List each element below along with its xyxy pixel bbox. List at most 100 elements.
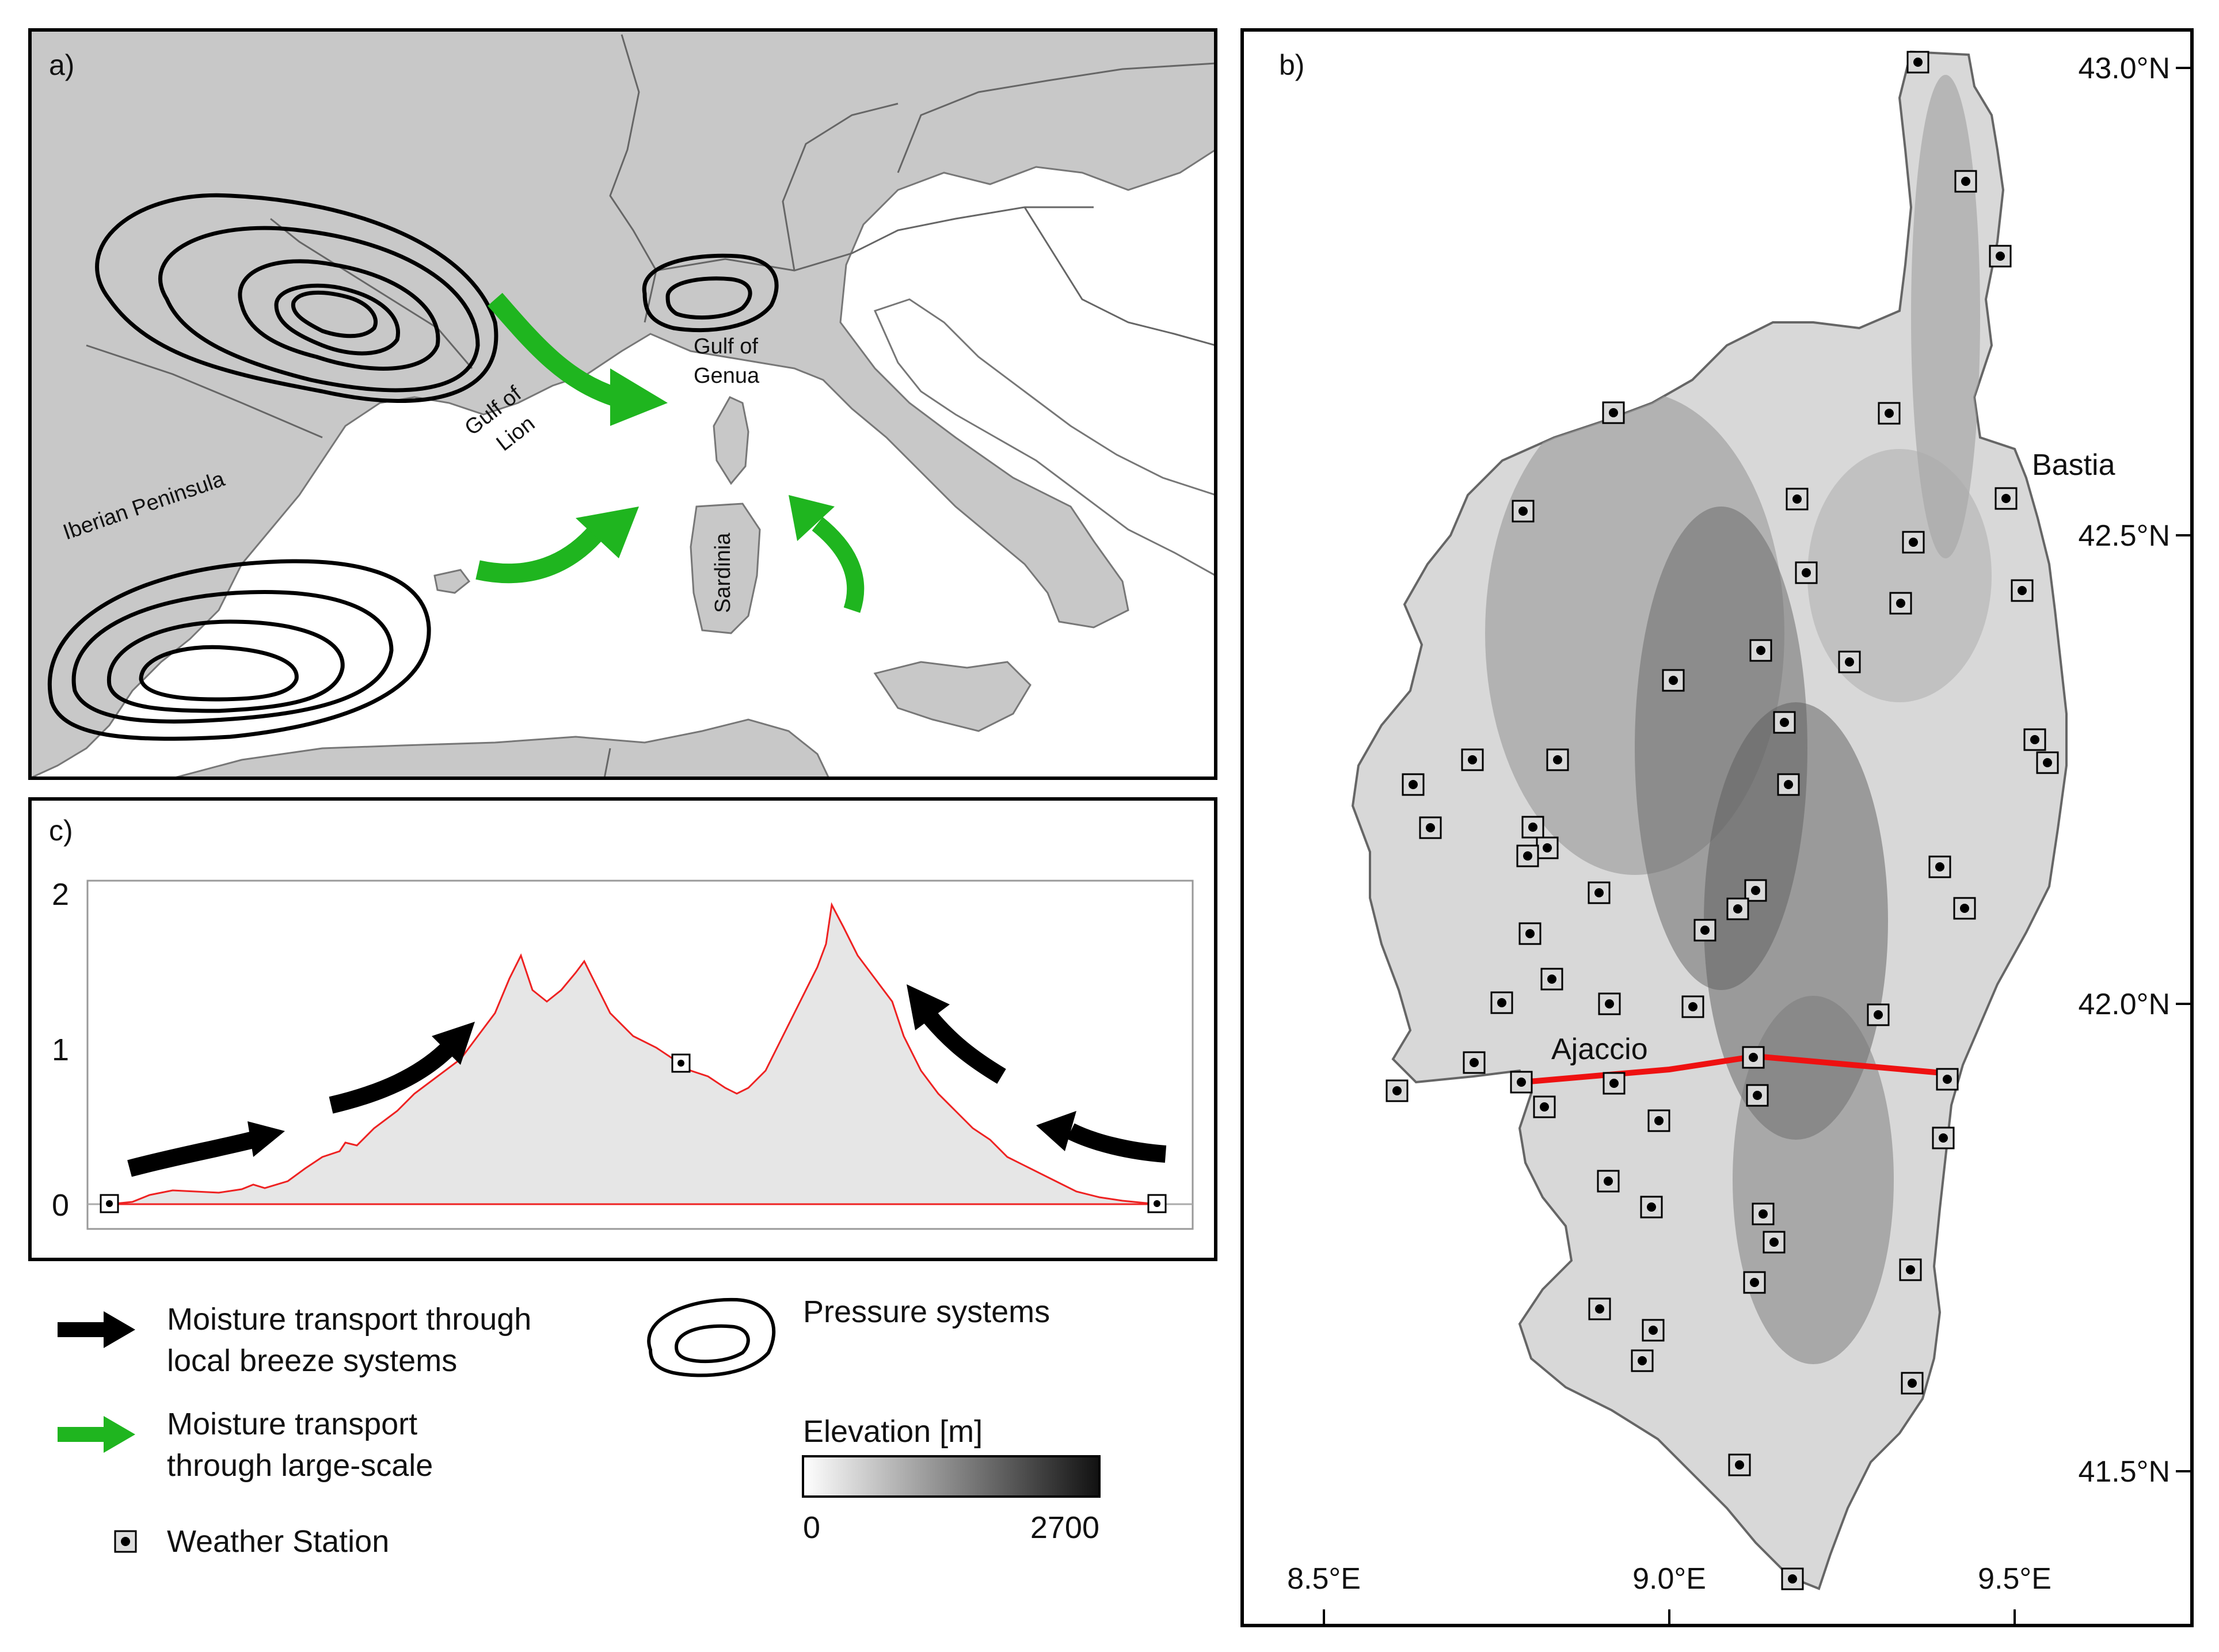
weather-station-marker [1536, 836, 1559, 859]
legend-station-label: Weather Station [167, 1524, 389, 1559]
land-sardinia [690, 503, 761, 634]
weather-station-marker [1906, 51, 1929, 74]
lat-tick-42: 42.0°N [2078, 988, 2170, 1021]
weather-station-marker [1521, 816, 1544, 839]
weather-station-marker [2023, 728, 2046, 751]
panel-a-map: Iberian Peninsula Gulf of Lion Gulf of G… [28, 28, 1217, 780]
panel-b-map: b) Bastia Ajaccio 43.0°N 42.5°N 42.0°N 4… [1240, 28, 2194, 1627]
y-tick-1: 1 [52, 1033, 69, 1067]
weather-station-marker [1781, 1567, 1804, 1590]
weather-station-marker [1603, 1072, 1626, 1095]
legend-black-arrow-icon [104, 1311, 135, 1348]
weather-station-marker [1728, 1453, 1751, 1476]
weather-station-marker [1510, 1071, 1533, 1094]
weather-station-marker [1631, 1349, 1654, 1372]
weather-station-marker [1878, 402, 1901, 425]
weather-station-marker [1463, 1051, 1486, 1074]
weather-station-marker [1838, 650, 1861, 673]
weather-station-marker [1640, 1196, 1663, 1219]
black-arrow-1 [127, 1131, 256, 1177]
weather-station-marker [1752, 1202, 1775, 1225]
weather-station-marker [1901, 1372, 1924, 1395]
city-ajaccio: Ajaccio [1551, 1033, 1648, 1066]
legend-elevation-title: Elevation [m] [803, 1414, 983, 1449]
green-arrow-2-head [576, 507, 639, 558]
moisture-local-arrows [127, 984, 1167, 1177]
panel-c-label: c) [49, 814, 73, 847]
lon-axis: 8.5°E 9.0°E 9.5°E [1287, 1562, 2051, 1626]
elevation-colorbar [802, 1455, 1101, 1498]
legend-black-arrow-line2: local breeze systems [167, 1343, 457, 1378]
weather-station-marker [1693, 919, 1716, 942]
weather-station-marker [1746, 1084, 1769, 1107]
pressure-system-north [95, 193, 498, 403]
weather-station-marker [1936, 1068, 1959, 1091]
weather-station-marker [1749, 639, 1772, 662]
profile-station-2 [671, 1053, 691, 1073]
weather-station-marker [1419, 816, 1442, 839]
label-gulf-genua-1: Gulf of [694, 334, 758, 359]
weather-station-marker [1546, 748, 1569, 771]
sea-adriatic [873, 298, 1216, 577]
y-tick-2: 2 [52, 877, 69, 912]
weather-station-marker [1597, 1170, 1620, 1193]
y-tick-0: 0 [52, 1188, 69, 1223]
green-arrow-1 [488, 292, 619, 407]
weather-station-marker [1777, 773, 1800, 796]
pressure-system-south [47, 559, 431, 741]
weather-station-marker [1662, 669, 1685, 692]
land-corsica-small [713, 396, 749, 485]
weather-station-marker [1647, 1109, 1670, 1132]
lon-tick-8-5: 8.5°E [1287, 1562, 1361, 1596]
panel-c-profile: c) 0 1 2 [28, 797, 1217, 1261]
black-arrow-4 [1067, 1123, 1167, 1163]
weather-station-marker [1989, 245, 2012, 268]
weather-station-marker [1867, 1003, 1890, 1026]
weather-station-marker [1518, 922, 1541, 945]
green-arrow-2 [475, 523, 607, 584]
label-gulf-genua-2: Genua [694, 364, 760, 388]
weather-station-marker [1602, 401, 1625, 424]
land-sicily [873, 661, 1032, 732]
weather-station-marker [1461, 748, 1484, 771]
black-arrow-3-head [907, 984, 950, 1030]
weather-station-marker [1902, 531, 1925, 554]
weather-stations [1386, 51, 2059, 1590]
weather-station-marker [2036, 751, 2059, 774]
profile-transect [1522, 1053, 1949, 1085]
lon-tick-9-5: 9.5°E [1978, 1562, 2051, 1596]
weather-station-marker [1795, 561, 1818, 584]
black-arrow-3 [920, 1007, 1006, 1084]
legend-pressure-label: Pressure systems [803, 1295, 1050, 1329]
legend-station-icon [114, 1530, 137, 1553]
legend-elevation-min: 0 [803, 1510, 820, 1545]
label-sardinia: Sardinia [711, 532, 735, 613]
profile-station-3 [1147, 1194, 1167, 1213]
weather-station-marker [1512, 500, 1535, 523]
legend: Moisture transport through local breeze … [58, 1295, 1101, 1559]
weather-station-marker [1954, 170, 1977, 193]
weather-station-marker [1726, 897, 1749, 920]
city-bastia: Bastia [2032, 448, 2115, 482]
lat-tick-41-5: 41.5°N [2078, 1455, 2170, 1489]
weather-station-marker [1402, 773, 1425, 796]
weather-station-marker [1899, 1258, 1922, 1281]
black-arrow-2 [329, 1041, 455, 1114]
weather-station-marker [1598, 992, 1621, 1015]
green-arrow-3-head [789, 495, 835, 541]
profile-station-1 [100, 1194, 119, 1213]
land-europe [30, 30, 1216, 778]
green-arrow-1-head [610, 368, 668, 426]
panel-a-label: a) [49, 49, 74, 81]
weather-station-marker [1773, 711, 1796, 734]
weather-station-marker [1681, 995, 1704, 1018]
weather-station-marker [1533, 1095, 1556, 1118]
weather-station-marker [2011, 579, 2034, 602]
legend-green-arrow-line1: Moisture transport [167, 1407, 417, 1441]
legend-elevation-max: 2700 [1030, 1510, 1099, 1545]
weather-station-marker [1386, 1079, 1409, 1102]
legend-green-arrow-icon [104, 1416, 135, 1453]
weather-station-marker [1743, 1271, 1766, 1294]
lat-tick-43: 43.0°N [2078, 52, 2170, 85]
weather-station-marker [1540, 968, 1563, 991]
